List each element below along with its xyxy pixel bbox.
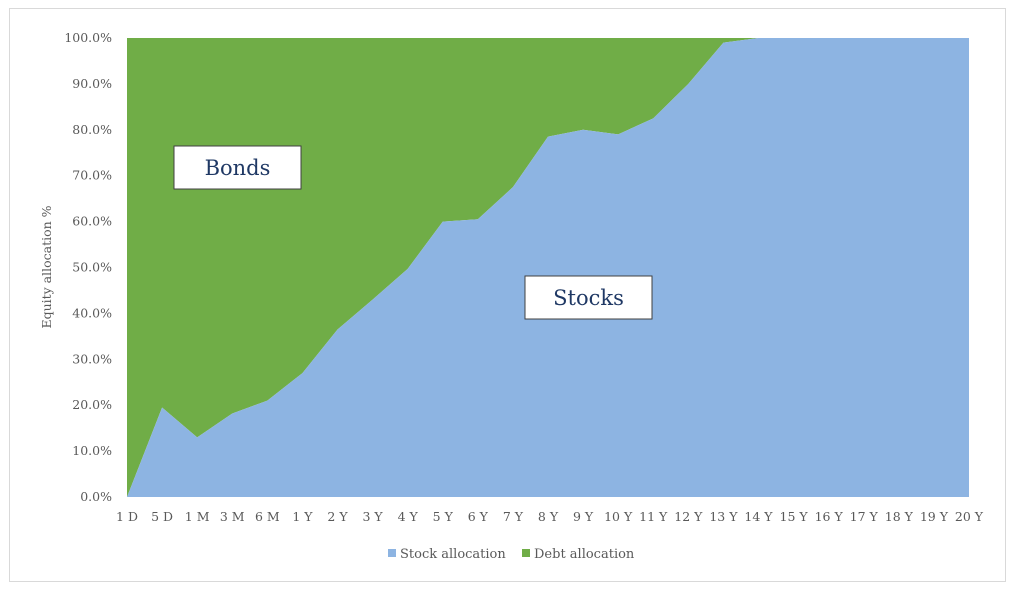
x-tick-label: 3 Y — [362, 509, 383, 524]
y-tick-label: 80.0% — [72, 122, 112, 137]
y-tick-label: 0.0% — [80, 489, 112, 504]
x-tick-label: 2 Y — [327, 509, 348, 524]
x-tick-label: 6 M — [255, 509, 280, 524]
x-tick-label: 12 Y — [674, 509, 703, 524]
x-tick-label: 5 Y — [433, 509, 454, 524]
bonds-annotation-label: Bonds — [205, 156, 271, 180]
y-tick-label: 40.0% — [72, 305, 112, 320]
x-tick-label: 1 Y — [292, 509, 313, 524]
x-tick-label: 19 Y — [920, 509, 949, 524]
stocks-annotation-box — [524, 275, 653, 320]
y-tick-label: 30.0% — [72, 351, 112, 366]
y-axis-label: Equity allocation % — [39, 205, 54, 328]
x-tick-label: 11 Y — [639, 509, 668, 524]
stocks-annotation-label: Stocks — [553, 286, 624, 310]
x-tick-label: 16 Y — [815, 509, 844, 524]
x-tick-label: 15 Y — [780, 509, 809, 524]
bonds-annotation-box — [173, 145, 302, 190]
y-tick-label: 60.0% — [72, 214, 112, 229]
legend: Stock allocation Debt allocation — [388, 547, 635, 562]
x-tick-label: 20 Y — [955, 509, 984, 524]
legend-label-debt: Debt allocation — [534, 547, 635, 562]
area-stock-allocation — [127, 38, 969, 497]
legend-label-stock: Stock allocation — [400, 547, 506, 562]
legend-swatch-stock — [388, 549, 396, 557]
y-tick-label: 90.0% — [72, 76, 112, 91]
y-tick-label: 10.0% — [72, 443, 112, 458]
x-tick-label: 4 Y — [398, 509, 419, 524]
legend-swatch-debt — [522, 549, 530, 557]
x-tick-label: 10 Y — [604, 509, 633, 524]
y-axis: 0.0% 10.0% 20.0% 30.0% 40.0% 50.0% 60.0% 70.0% 8… — [64, 30, 112, 504]
x-axis: 1 D 5 D 1 M 3 M 6 M 1 Y 2 Y 3 Y 4 Y 5 Y 6 Y 7 Y 8 Y 9… — [116, 509, 984, 524]
x-tick-label: 3 M — [220, 509, 245, 524]
y-tick-label: 50.0% — [72, 260, 112, 275]
y-tick-label: 20.0% — [72, 397, 112, 412]
annotations: Bonds Stocks — [173, 145, 653, 320]
x-tick-label: 14 Y — [744, 509, 773, 524]
x-tick-label: 18 Y — [885, 509, 914, 524]
x-tick-label: 13 Y — [709, 509, 738, 524]
area-series-group — [127, 38, 969, 497]
x-tick-label: 8 Y — [538, 509, 559, 524]
x-tick-label: 1 D — [116, 509, 138, 524]
x-tick-label: 7 Y — [503, 509, 524, 524]
x-tick-label: 1 M — [185, 509, 210, 524]
x-tick-label: 6 Y — [468, 509, 489, 524]
y-tick-label: 70.0% — [72, 168, 112, 183]
x-tick-label: 17 Y — [850, 509, 879, 524]
area-debt-allocation — [127, 38, 969, 497]
x-tick-label: 5 D — [151, 509, 173, 524]
x-tick-label: 9 Y — [573, 509, 594, 524]
y-tick-label: 100.0% — [64, 30, 112, 45]
